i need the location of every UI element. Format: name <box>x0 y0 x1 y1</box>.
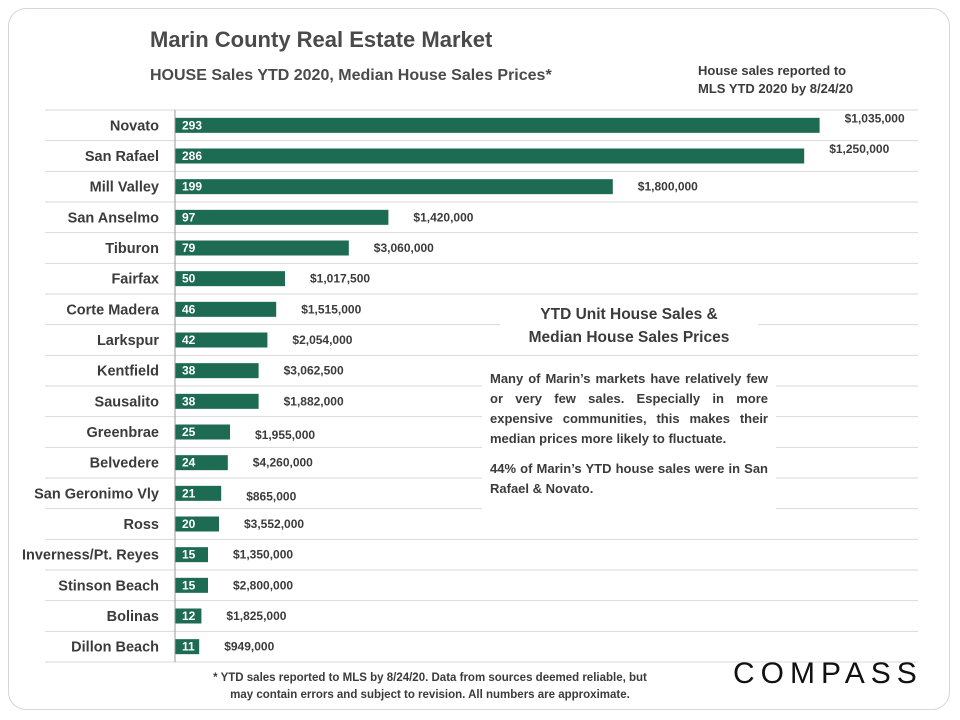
median-price-label: $3,552,000 <box>244 517 304 531</box>
compass-logo: COMPASS <box>733 657 923 690</box>
bar <box>175 301 277 317</box>
bar-value-label: 25 <box>182 425 196 439</box>
category-label: Sausalito <box>95 394 160 410</box>
bar <box>175 393 259 409</box>
category-label: Inverness/Pt. Reyes <box>22 548 159 564</box>
category-label: Tiburon <box>105 241 159 257</box>
median-price-label: $1,350,000 <box>233 548 293 562</box>
bars: Novato 293 $1,035,000 San Rafael 286 $1,250,0… <box>22 111 905 655</box>
annotation-paragraph-1: Many of Marin’s markets have relatively … <box>490 371 768 446</box>
category-label: Greenbrae <box>86 425 159 441</box>
bar <box>175 332 268 348</box>
bar-value-label: 15 <box>182 548 196 562</box>
category-label: Belvedere <box>90 456 159 472</box>
annotation-title: YTD Unit House Sales & Median House Sale… <box>500 303 758 349</box>
median-price-label: $1,420,000 <box>413 210 473 224</box>
bar-value-label: 79 <box>182 241 196 255</box>
bar-value-label: 38 <box>182 364 196 378</box>
median-price-label: $1,035,000 <box>845 111 905 125</box>
bar <box>175 577 208 593</box>
annotation-title-line2: Median House Sales Prices <box>528 329 730 346</box>
bar-value-label: 293 <box>182 118 202 132</box>
bar-value-label: 12 <box>182 609 196 623</box>
category-label: San Geronimo Vly <box>34 486 159 502</box>
category-label: San Rafael <box>85 149 159 165</box>
bar-value-label: 20 <box>182 517 196 531</box>
median-price-label: $1,882,000 <box>284 394 344 408</box>
bar <box>175 148 805 164</box>
chart-title: Marin County Real Estate Market <box>150 27 493 52</box>
footnote-line1: * YTD sales reported to MLS by 8/24/20. … <box>213 672 647 684</box>
footnote-line2: may contain errors and subject to revisi… <box>230 689 630 701</box>
bar <box>175 516 219 532</box>
source-note-line2: MLS YTD 2020 by 8/24/20 <box>698 81 854 96</box>
bar <box>175 179 613 195</box>
bar-value-label: 50 <box>182 272 196 286</box>
category-label: San Anselmo <box>68 210 159 226</box>
bar-value-label: 15 <box>182 578 196 592</box>
bar <box>175 485 222 501</box>
bar <box>175 240 349 256</box>
median-price-label: $3,062,500 <box>284 364 344 378</box>
median-price-label: $1,017,500 <box>310 272 370 286</box>
bar-value-label: 286 <box>182 149 202 163</box>
median-price-label: $949,000 <box>224 640 274 654</box>
bar-value-label: 199 <box>182 180 202 194</box>
median-price-label: $1,825,000 <box>226 609 286 623</box>
median-price-label: $2,800,000 <box>233 578 293 592</box>
bar-value-label: 46 <box>182 302 196 316</box>
category-label: Larkspur <box>97 333 159 349</box>
annotation-title-line1: YTD Unit House Sales & <box>540 306 718 323</box>
footnote: * YTD sales reported to MLS by 8/24/20. … <box>190 670 670 704</box>
source-note-line1: House sales reported to <box>698 63 847 78</box>
bar-value-label: 11 <box>182 640 195 654</box>
annotation-paragraph-2: 44% of Marin’s YTD house sales were in S… <box>490 461 768 496</box>
annotation-box: Many of Marin’s markets have relatively … <box>482 367 776 515</box>
median-price-label: $1,250,000 <box>829 142 889 156</box>
gridlines <box>45 109 918 663</box>
category-label: Mill Valley <box>90 180 159 196</box>
median-price-label: $865,000 <box>246 489 296 503</box>
median-price-label: $1,800,000 <box>638 180 698 194</box>
median-price-label: $3,060,000 <box>374 241 434 255</box>
bar-value-label: 21 <box>182 486 196 500</box>
bar <box>175 547 208 563</box>
bar <box>175 608 202 624</box>
median-price-label: $4,260,000 <box>253 456 313 470</box>
bar <box>175 271 285 287</box>
chart-subtitle: HOUSE Sales YTD 2020, Median House Sales… <box>150 67 552 84</box>
category-label: Fairfax <box>111 272 159 288</box>
median-price-label: $2,054,000 <box>292 333 352 347</box>
category-label: Ross <box>124 517 159 533</box>
category-label: Kentfield <box>97 364 159 380</box>
bar <box>175 209 389 225</box>
bar <box>175 639 200 655</box>
category-label: Stinson Beach <box>58 578 159 594</box>
median-price-label: $1,955,000 <box>255 428 315 442</box>
median-price-label: $1,515,000 <box>301 302 361 316</box>
category-label: Bolinas <box>107 609 159 625</box>
slide-frame <box>8 8 950 710</box>
category-label: Novato <box>110 118 159 134</box>
bar-value-label: 38 <box>182 394 196 408</box>
bar <box>175 455 228 471</box>
category-label: Corte Madera <box>66 302 160 318</box>
source-note: House sales reported to MLS YTD 2020 by … <box>698 62 888 98</box>
category-label: Dillon Beach <box>71 640 159 656</box>
bar <box>175 117 820 133</box>
bar-value-label: 97 <box>182 210 196 224</box>
bar-value-label: 24 <box>182 456 196 470</box>
bar-value-label: 42 <box>182 333 196 347</box>
bar <box>175 424 230 440</box>
bar <box>175 363 259 379</box>
